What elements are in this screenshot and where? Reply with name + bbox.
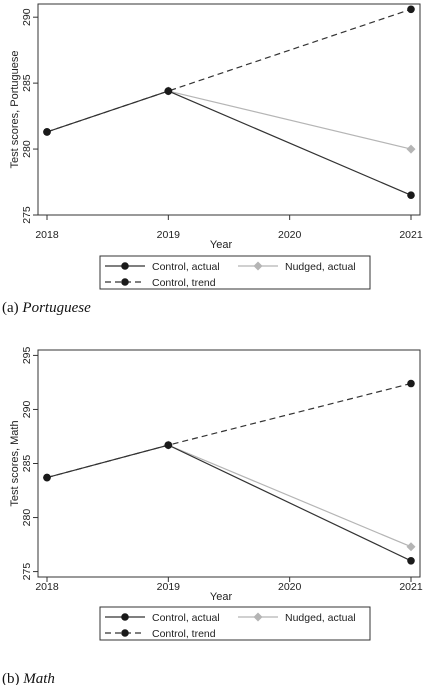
x-tick-label: 2018 <box>35 229 59 241</box>
series-line-nudged-actual <box>168 90 412 150</box>
x-tick-label: 2020 <box>278 229 302 241</box>
legend-marker-nudged-actual <box>253 261 263 271</box>
y-tick-label: 295 <box>21 346 33 364</box>
data-point-control-actual <box>43 473 51 482</box>
data-point-control-actual <box>407 191 415 200</box>
y-tick-label: 275 <box>21 563 33 581</box>
series-line-control-actual <box>46 444 412 562</box>
x-tick-label: 2021 <box>399 229 423 241</box>
legend-marker-nudged-actual <box>253 612 263 622</box>
plot-frame <box>37 3 421 216</box>
legend-marker-control-trend <box>121 629 129 637</box>
data-point-control-trend <box>407 5 415 14</box>
legend: Control, actual Nudged, actual Control, tr… <box>99 255 371 290</box>
plot-frame <box>37 349 421 578</box>
data-point-control-trend <box>407 379 415 388</box>
y-axis-title: Test scores, Math <box>9 420 21 506</box>
x-tick-label: 2020 <box>278 581 302 593</box>
caption-title: Portuguese <box>21 300 91 316</box>
data-point-control-actual <box>43 128 51 136</box>
legend-label-control-trend: Control, trend <box>152 628 216 640</box>
caption-label: (a) <box>2 300 19 316</box>
chart-panel-math: 2018 2019 2020 2021 Year 275 280 285 290 295 Test … <box>2 346 423 685</box>
legend-label-nudged-actual: Nudged, actual <box>285 612 356 624</box>
x-tick-label: 2019 <box>157 229 181 241</box>
data-point-control-actual <box>407 556 415 565</box>
data-point-nudged-actual <box>406 144 416 154</box>
legend-marker-control-actual <box>121 613 129 621</box>
series-line-control-actual <box>46 90 412 196</box>
legend-label-control-trend: Control, trend <box>152 277 216 289</box>
legend-box <box>99 255 371 290</box>
x-axis-title: Year <box>210 591 233 603</box>
y-tick-label: 280 <box>21 140 33 158</box>
legend-box <box>99 606 371 641</box>
y-tick-label: 290 <box>21 401 33 419</box>
x-tick-label: 2019 <box>157 581 181 593</box>
legend-label-control-actual: Control, actual <box>152 261 220 273</box>
data-point-nudged-actual <box>406 542 416 552</box>
figure-caption: (a) Portuguese <box>2 300 91 316</box>
y-tick-label: 285 <box>21 74 33 92</box>
y-axis-title: Test scores, Portuguese <box>9 50 21 168</box>
x-tick-label: 2018 <box>35 581 59 593</box>
caption-title: Math <box>22 671 55 685</box>
y-tick-label: 280 <box>21 509 33 527</box>
legend-marker-control-actual <box>121 262 129 270</box>
series-line-nudged-actual <box>168 444 412 548</box>
caption-label: (b) <box>2 671 20 685</box>
x-axis-title: Year <box>210 239 233 251</box>
x-tick-label: 2021 <box>399 581 423 593</box>
legend-label-nudged-actual: Nudged, actual <box>285 261 356 273</box>
chart-panel-portuguese: 2018 2019 2020 2021 Year 275 280 285 290 Test sco… <box>2 3 423 316</box>
data-point-control-actual <box>164 87 173 95</box>
legend-label-control-actual: Control, actual <box>152 612 220 624</box>
y-tick-label: 275 <box>21 206 33 224</box>
data-point-control-actual <box>164 441 173 449</box>
legend: Control, actual Nudged, actual Control, tr… <box>99 606 371 641</box>
legend-marker-control-trend <box>121 278 129 286</box>
y-tick-label: 290 <box>21 8 33 26</box>
figure-caption: (b) Math <box>2 671 55 685</box>
y-tick-label: 285 <box>21 455 33 473</box>
